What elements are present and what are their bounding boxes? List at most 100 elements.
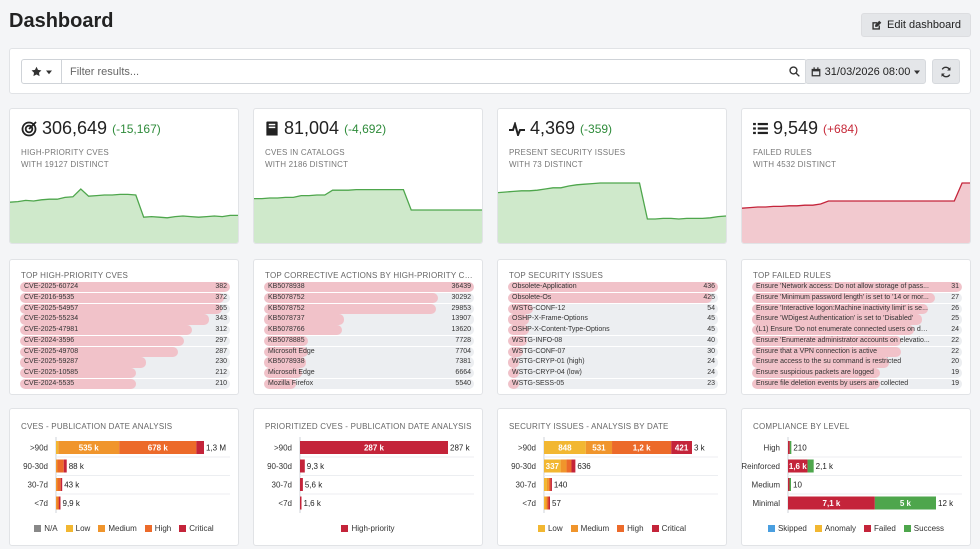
legend-item[interactable]: High-priority [341,524,395,533]
list-item[interactable]: Ensure access to the su command is restr… [752,357,962,368]
legend-item[interactable]: Success [903,524,944,533]
card-title: TOP FAILED RULES [753,271,832,280]
list-item[interactable]: WSTG-CRYP-01 (high) 24 [508,357,718,368]
stat-title: HIGH-PRIORITY CVES [21,148,109,157]
list-item[interactable]: Ensure suspicious packets are logged 19 [752,368,962,379]
legend-item[interactable]: High [144,524,171,533]
filter-input[interactable] [62,60,782,83]
list-item-label: WSTG-CRYP-01 (high) [512,358,585,366]
bar-total-label: 5,6 k [305,481,323,490]
list-item[interactable]: CVE-2016-9535 372 [20,292,230,303]
list-item-bar [20,379,136,390]
list-item-value: 210 [215,380,227,388]
list-item[interactable]: CVE-2025-49708 287 [20,346,230,357]
stacked-bar-chart: >90d 535 k 678 k 1,3 M 90-30d 88 k 30-7d 43 k <7… [23,437,230,513]
stat-value: 306,649 [42,118,108,138]
sparkline-area [498,183,726,243]
list-item[interactable]: CVE-2024-3596 297 [20,335,230,347]
list-item[interactable]: WSTG-SESS-05 23 [508,379,718,390]
top-list: KB5078938 36439 KB5078752 30292 KB5078752 298… [264,282,474,390]
bar-segment [544,441,586,454]
list-item[interactable]: CVE-2025-47981 312 [20,325,230,336]
list-item[interactable]: WSTG-CONF-12 54 [508,303,718,314]
list-item[interactable]: Obsolete-Application 436 [508,282,718,293]
stat-card-security-issues[interactable]: 4,369 (-359) PRESENT SECURITY ISSUES WIT… [497,108,727,244]
list-item[interactable]: KB5078752 29853 [264,303,474,314]
list-item-bar [264,292,439,303]
list-item[interactable]: KB5078737 13907 [264,314,474,325]
list-item[interactable]: (L1) Ensure 'Do not enumerate connected … [752,325,962,336]
list-item[interactable]: OSHP-X-Content-Type-Options 45 [508,325,718,336]
stat-card-high-priority-cves[interactable]: 306,649 (-15,167) HIGH-PRIORITY CVES WIT… [9,108,239,244]
list-item[interactable]: CVE-2025-59287 230 [20,357,230,368]
list-item[interactable]: WSTG-CRYP-04 (low) 24 [508,368,718,379]
list-item[interactable]: Obsolete-Os 425 [508,292,718,303]
legend-item[interactable]: Low [537,524,563,533]
refresh-button[interactable] [932,59,960,84]
list-item[interactable]: Microsoft Edge 6664 [264,368,474,379]
list-item[interactable]: CVE-2025-55234 343 [20,314,230,325]
legend-item[interactable]: Critical [179,524,214,533]
list-item[interactable]: WSTG-CONF-07 30 [508,346,718,357]
legend-label: Medium [580,524,610,533]
list-item[interactable]: OSHP-X-Frame-Options 45 [508,314,718,325]
list-item-bar [752,357,889,368]
list-item-bar [20,314,209,325]
list-item-value: 13620 [451,326,471,334]
list-item[interactable]: Ensure that a VPN connection is active 22 [752,346,962,357]
list-item-bar [20,282,230,293]
list-item[interactable]: Ensure 'Minimum password length' is set … [752,292,962,303]
list-item[interactable]: KB5078752 30292 [264,292,474,303]
list-item[interactable]: Ensure 'Interactive logon:Machine inacti… [752,303,962,314]
list-item[interactable]: Ensure file deletion events by users are… [752,379,962,390]
stat-subtitle: WITH 19127 DISTINCT [21,160,109,169]
legend-item[interactable]: Medium [570,524,610,533]
bar-segment [56,478,58,491]
legend-item[interactable]: Failed [864,524,896,533]
list-item-bar [752,314,923,325]
sparkline [498,182,726,243]
stat-card-cves-in-catalogs[interactable]: 81,004 (-4,692) CVES IN CATALOGS WITH 21… [253,108,483,244]
bar-segment [544,478,547,491]
edit-dashboard-button[interactable]: Edit dashboard [861,13,971,37]
list-item[interactable]: KB5078885 7728 [264,335,474,347]
list-item-bar [264,335,309,347]
list-item[interactable]: CVE-2024-5535 210 [20,379,230,390]
search-button[interactable] [782,66,806,77]
card-title: TOP CORRECTIVE ACTIONS BY HIGH-PRIORITY … [265,271,473,280]
legend-item[interactable]: Critical [651,524,686,533]
legend-item[interactable]: High [617,524,644,533]
list-item[interactable]: KB5078938 7381 [264,357,474,368]
prioritized-cves-card: PRIORITIZED CVES - PUBLICATION DATE ANAL… [253,408,483,546]
legend-item[interactable]: Anomaly [814,524,856,533]
bar-label: 337 [546,462,560,471]
cves-publication-date-card: CVES - PUBLICATION DATE ANALYSIS >90d 535… [9,408,239,546]
list-item[interactable]: WSTG-INFO-08 40 [508,335,718,347]
favorites-dropdown[interactable] [22,60,62,83]
list-item[interactable]: CVE-2025-10585 212 [20,368,230,379]
list-item[interactable]: Mozilla Firefox 5540 [264,379,474,390]
list-item-label: Ensure 'Enumerate administrator accounts… [756,336,930,344]
legend-item[interactable]: Low [65,524,90,533]
list-item-bar [20,368,136,379]
date-picker-button[interactable]: 31/03/2026 08:00 [805,59,926,84]
bar-segment [60,478,63,491]
list-item[interactable]: CVE-2025-60724 382 [20,282,230,293]
bar-label: 1,6 k [789,462,807,471]
legend-item[interactable]: Medium [98,524,137,533]
stat-card-failed-rules[interactable]: 9,549 (+684) FAILED RULES WITH 4532 DIST… [741,108,971,244]
list-item[interactable]: Ensure 'WDigest Authentication' is set t… [752,314,962,325]
sparkline-line [10,188,238,219]
list-item[interactable]: CVE-2025-54957 365 [20,303,230,314]
list-item-bar [752,325,914,336]
list-item[interactable]: Ensure 'Enumerate administrator accounts… [752,335,962,347]
list-item[interactable]: KB5078766 13620 [264,325,474,336]
list-item-label: Ensure 'Network access: Do not allow sto… [756,283,929,290]
list-item[interactable]: KB5078938 36439 [264,282,474,293]
legend-item[interactable]: N/A [34,524,58,533]
list-item[interactable]: Ensure 'Network access: Do not allow sto… [752,282,962,293]
legend-swatch [34,525,42,532]
legend-item[interactable]: Skipped [767,524,807,533]
list-item[interactable]: Microsoft Edge 7704 [264,346,474,357]
bar-total-label: 1,3 M [206,444,226,453]
